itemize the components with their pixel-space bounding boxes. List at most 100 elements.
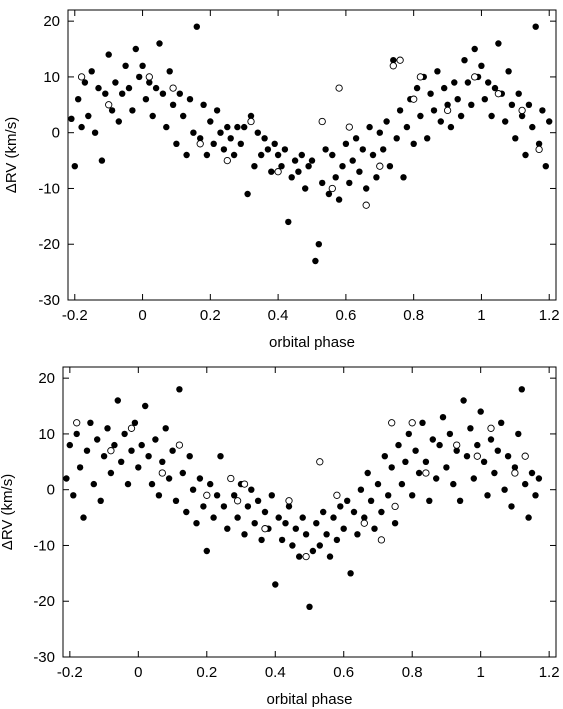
x-tick-label: 1 [477, 307, 485, 324]
data-point-open [227, 474, 235, 483]
data-point-filled [422, 458, 430, 465]
data-point-filled [159, 90, 167, 97]
y-tick-label: -10 [38, 180, 60, 197]
data-point-filled [344, 497, 351, 504]
x-tick-label: 0.6 [333, 664, 354, 681]
y-tick-label: -30 [38, 292, 60, 309]
data-point-filled [268, 492, 275, 499]
data-point-open [302, 552, 310, 561]
x-tick-label: 1.2 [539, 307, 560, 324]
data-point-filled [159, 458, 166, 465]
data-point-filled [437, 118, 444, 125]
data-point-filled [356, 168, 363, 175]
data-point-open [316, 458, 324, 466]
data-point-filled [302, 185, 309, 192]
data-point-filled [342, 140, 350, 147]
data-point-filled [335, 196, 343, 203]
data-point-filled [323, 531, 330, 538]
data-point-filled [139, 62, 146, 69]
data-point-filled [339, 163, 346, 170]
data-point-filled [288, 174, 295, 181]
data-point-filled [247, 112, 255, 120]
data-point-open [196, 140, 204, 148]
data-point-filled [474, 441, 481, 449]
data-point-filled [380, 146, 387, 153]
data-point-filled [433, 475, 440, 482]
x-tick-label: 0.8 [402, 664, 423, 681]
x-tick-label: 0.2 [196, 664, 217, 681]
data-point-filled [542, 163, 549, 170]
data-point-filled [367, 497, 375, 504]
data-point-filled [189, 486, 197, 493]
data-point-filled [381, 453, 388, 460]
data-point-filled [319, 179, 326, 187]
x-tick-label: 0.8 [403, 307, 424, 324]
data-point-open [410, 95, 418, 103]
data-point-filled [234, 514, 241, 521]
y-tick-label: 0 [52, 125, 60, 142]
data-point-filled [329, 151, 336, 159]
y-axis-title: ΔRV (km/s) [0, 474, 16, 550]
data-point-open [535, 145, 543, 154]
data-point-filled [441, 84, 448, 92]
data-point-open [261, 525, 269, 533]
data-point-filled [119, 90, 126, 97]
data-point-filled [415, 469, 423, 477]
data-point-filled [165, 475, 173, 482]
data-point-filled [350, 508, 358, 516]
data-point-filled [386, 163, 394, 170]
data-point-filled [371, 525, 378, 532]
data-point-filled [102, 90, 109, 97]
data-point-filled [535, 140, 543, 147]
data-point-filled [443, 464, 450, 471]
data-point-filled [333, 536, 341, 544]
data-point-filled [155, 492, 163, 499]
data-point-filled [108, 107, 116, 114]
data-point-open [391, 502, 399, 511]
data-point-filled [352, 135, 360, 142]
data-point-filled [281, 146, 289, 153]
data-point-filled [505, 68, 512, 75]
data-point-filled [529, 123, 536, 131]
data-point-filled [251, 163, 258, 170]
data-point-filled [282, 520, 289, 527]
data-point-filled [535, 475, 543, 482]
data-point-filled [491, 84, 499, 92]
data-point-filled [220, 503, 228, 510]
data-point-filled [364, 469, 371, 477]
data-point-filled [107, 469, 115, 477]
x-tick-label: 0.4 [268, 307, 289, 324]
data-point-filled [285, 218, 292, 226]
data-point-filled [451, 79, 458, 86]
data-point-filled [439, 414, 447, 421]
data-point-filled [193, 520, 200, 527]
data-point-open [362, 201, 370, 209]
data-point-filled [385, 492, 392, 499]
data-point-open [107, 447, 115, 455]
data-point-filled [149, 112, 156, 120]
data-point-filled [118, 458, 125, 465]
data-point-filled [83, 447, 91, 454]
y-tick-label: -30 [33, 649, 55, 666]
data-point-open [487, 424, 495, 432]
data-point-filled [63, 475, 70, 482]
data-point-filled [398, 480, 406, 488]
data-point-filled [315, 241, 322, 248]
data-point-filled [454, 96, 461, 103]
data-point-filled [162, 425, 169, 432]
data-point-filled [485, 79, 492, 86]
data-point-filled [100, 453, 108, 460]
data-point-filled [467, 425, 474, 432]
data-point-filled [306, 603, 313, 610]
data-point-filled [271, 140, 278, 147]
data-point-filled [95, 84, 102, 92]
data-point-filled [436, 441, 443, 449]
data-point-filled [396, 107, 404, 114]
plot-frame [67, 9, 557, 301]
data-point-filled [299, 514, 306, 521]
data-point-open [416, 73, 425, 81]
data-point-filled [528, 469, 536, 477]
data-point-filled [274, 151, 282, 159]
data-point-filled [484, 492, 491, 499]
x-tick-label: 0.2 [200, 307, 221, 324]
